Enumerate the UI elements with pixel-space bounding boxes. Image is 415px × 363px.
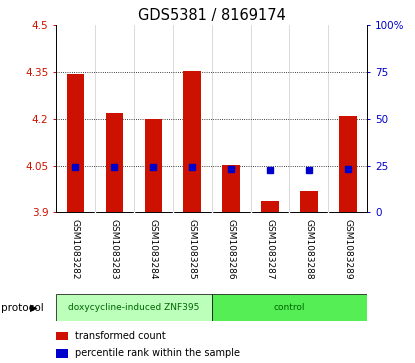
Text: protocol: protocol bbox=[1, 303, 44, 313]
Text: GSM1083287: GSM1083287 bbox=[266, 219, 274, 280]
Bar bbox=[144, 119, 162, 212]
Title: GDS5381 / 8169174: GDS5381 / 8169174 bbox=[138, 8, 286, 23]
Bar bbox=[56, 294, 212, 321]
Text: ▶: ▶ bbox=[30, 303, 37, 313]
Text: control: control bbox=[274, 303, 305, 312]
Bar bbox=[300, 191, 317, 212]
Text: GSM1083285: GSM1083285 bbox=[188, 219, 197, 280]
Text: doxycycline-induced ZNF395: doxycycline-induced ZNF395 bbox=[68, 303, 200, 312]
Bar bbox=[261, 201, 279, 212]
Text: transformed count: transformed count bbox=[75, 331, 166, 341]
Text: GSM1083283: GSM1083283 bbox=[110, 219, 119, 280]
Bar bbox=[212, 294, 367, 321]
Bar bbox=[106, 113, 123, 212]
Text: GSM1083289: GSM1083289 bbox=[343, 219, 352, 280]
Bar bbox=[222, 165, 240, 212]
Bar bbox=[339, 116, 356, 212]
Bar bbox=[67, 74, 84, 212]
Text: GSM1083288: GSM1083288 bbox=[305, 219, 313, 280]
Text: GSM1083284: GSM1083284 bbox=[149, 219, 158, 280]
Bar bbox=[183, 70, 201, 212]
Text: GSM1083286: GSM1083286 bbox=[227, 219, 236, 280]
Text: GSM1083282: GSM1083282 bbox=[71, 219, 80, 280]
Text: percentile rank within the sample: percentile rank within the sample bbox=[75, 348, 240, 358]
